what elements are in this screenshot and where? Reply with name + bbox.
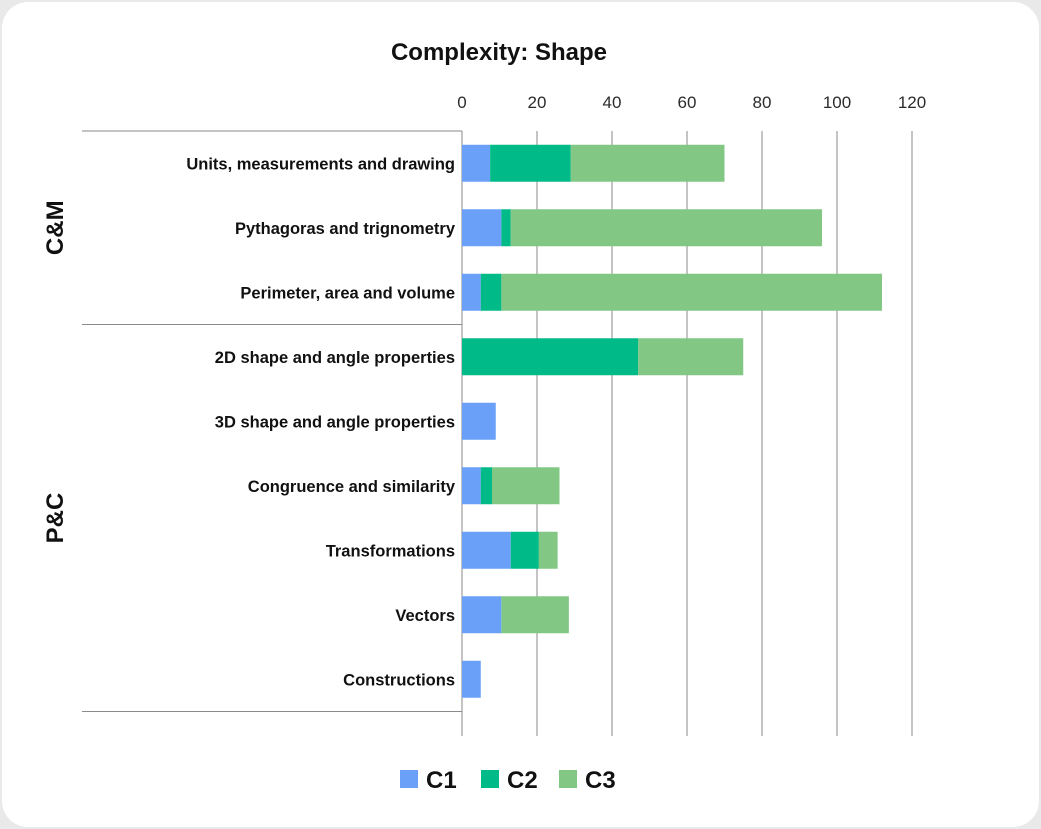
- category-label: Transformations: [326, 542, 455, 560]
- bar-c1-vectors: [462, 596, 502, 634]
- legend-label-c2: C2: [507, 767, 538, 794]
- bar-c3-perimeter-area-and-volume: [501, 273, 882, 311]
- bar-c1-pythagoras-and-trignometry: [462, 209, 502, 247]
- x-tick-label: 100: [823, 93, 851, 112]
- bar-c2-transformations: [510, 531, 539, 569]
- group-label-c-m: C&M: [42, 200, 69, 255]
- bar-c2-units-measurements-and-drawing: [490, 144, 571, 182]
- category-label: 3D shape and angle properties: [215, 413, 455, 431]
- bar-c1-transformations: [462, 531, 511, 569]
- legend-swatch-c2: [481, 770, 499, 788]
- x-tick-label: 120: [898, 93, 926, 112]
- category-label: Perimeter, area and volume: [240, 284, 455, 302]
- legend-swatch-c3: [559, 770, 577, 788]
- x-tick-label: 60: [678, 93, 697, 112]
- x-tick-label: 40: [603, 93, 622, 112]
- bar-c3-pythagoras-and-trignometry: [510, 209, 822, 247]
- bar-c3-transformations: [538, 531, 558, 569]
- category-label: Units, measurements and drawing: [186, 155, 455, 173]
- bar-c1-units-measurements-and-drawing: [462, 144, 491, 182]
- x-tick-label: 20: [528, 93, 547, 112]
- bar-c2-perimeter-area-and-volume: [480, 273, 502, 311]
- bar-c2-pythagoras-and-trignometry: [501, 209, 511, 247]
- legend-label-c3: C3: [585, 767, 616, 794]
- bar-c3-2d-shape-and-angle-properties: [638, 338, 744, 376]
- bar-c2-2d-shape-and-angle-properties: [462, 338, 639, 376]
- x-tick-label: 80: [753, 93, 772, 112]
- category-label: Congruence and similarity: [248, 478, 456, 496]
- bar-c1-perimeter-area-and-volume: [462, 273, 481, 311]
- bar-c1-3d-shape-and-angle-properties: [462, 402, 496, 440]
- category-label: Pythagoras and trignometry: [235, 220, 456, 238]
- bar-c1-congruence-and-similarity: [462, 467, 481, 505]
- category-label: 2D shape and angle properties: [215, 349, 455, 367]
- bar-c3-congruence-and-similarity: [492, 467, 560, 505]
- bar-c3-vectors: [501, 596, 569, 634]
- x-tick-label: 0: [457, 93, 466, 112]
- category-label: Vectors: [395, 607, 455, 625]
- chart-title: Complexity: Shape: [391, 39, 607, 66]
- group-label-p-c: P&C: [42, 493, 69, 544]
- legend-swatch-c1: [400, 770, 418, 788]
- legend-label-c1: C1: [426, 767, 457, 794]
- bar-c3-units-measurements-and-drawing: [570, 144, 725, 182]
- bar-c2-congruence-and-similarity: [480, 467, 492, 505]
- bar-c1-constructions: [462, 660, 481, 698]
- category-label: Constructions: [343, 671, 455, 689]
